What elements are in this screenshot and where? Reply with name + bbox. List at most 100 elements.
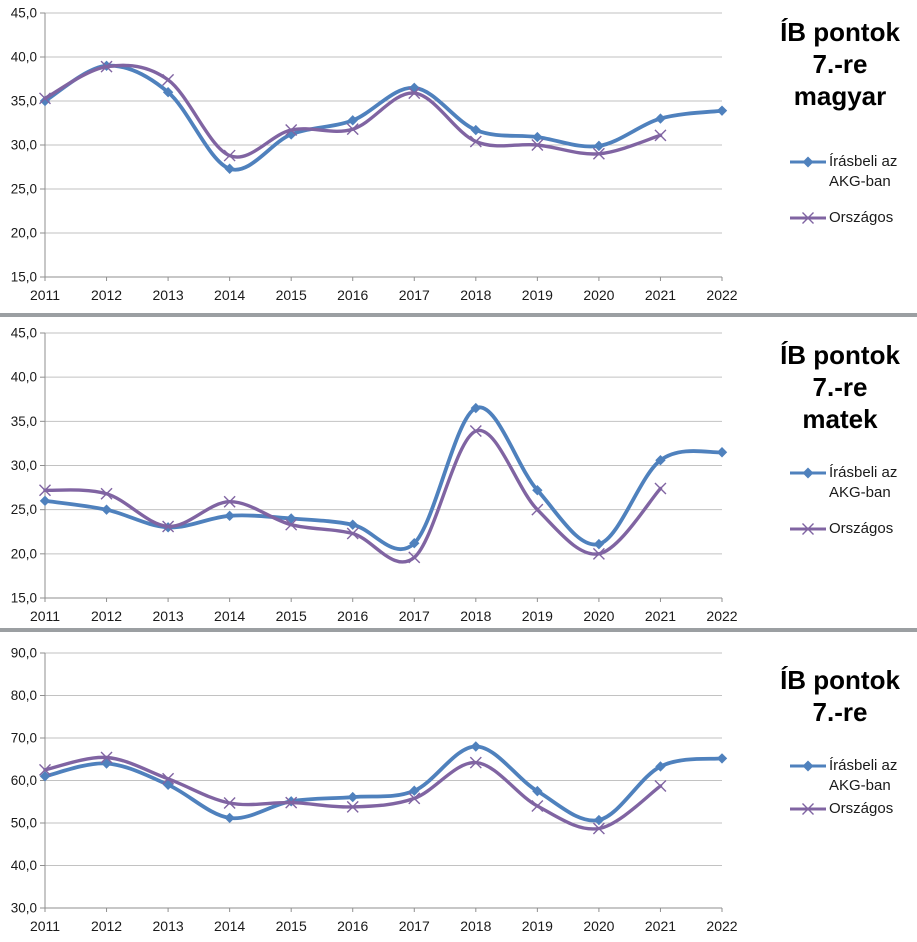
data-point-diamond: [716, 753, 728, 764]
data-point-diamond: [470, 741, 482, 752]
y-axis-label: 60,0: [11, 773, 37, 788]
x-axis-label: 2011: [30, 287, 60, 303]
y-axis-label: 15,0: [11, 270, 37, 285]
legend-item-irasbeli: Írásbeli az AKG-ban: [790, 756, 915, 796]
data-point-x: [531, 503, 544, 516]
data-point-x: [346, 800, 359, 813]
x-axis-label: 2017: [399, 287, 430, 303]
x-axis-label: 2021: [645, 287, 676, 303]
data-point-diamond: [347, 115, 358, 126]
y-axis-label: 80,0: [11, 688, 37, 703]
data-point-x: [469, 135, 482, 148]
chart-matek-plot-area: 45,0 40,0 35,0 30,0 25,0 20,0 15,0 2011 2012 2013…: [11, 326, 738, 625]
x-axis-label: 2014: [214, 918, 245, 934]
legend-line-x-icon: [790, 803, 826, 815]
chart-matek: 45,0 40,0 35,0 30,0 25,0 20,0 15,0 2011 2012 2013…: [0, 317, 917, 628]
data-point-x: [531, 139, 544, 151]
series-line-orszagos: [43, 428, 663, 564]
series-line-irasbeli: [43, 744, 724, 823]
data-point-diamond: [532, 131, 543, 143]
legend-item-irasbeli: Írásbeli az AKG-ban: [790, 463, 915, 503]
x-axis-label: 2020: [583, 608, 614, 624]
x-axis-label: 2017: [399, 918, 430, 934]
data-point-x: [654, 482, 667, 495]
chart-osszes-title: ÍB pontok 7.-re: [758, 664, 917, 728]
y-axis-label: 20,0: [11, 226, 37, 241]
data-point-x: [100, 751, 113, 764]
data-point-x: [162, 520, 175, 533]
x-axis-label: 2015: [276, 608, 307, 624]
title-line: ÍB pontok: [780, 17, 900, 47]
x-axis-label: 2014: [214, 287, 245, 303]
x-axis-label: 2016: [337, 287, 368, 303]
chart-matek-title: ÍB pontok 7.-re matek: [758, 339, 917, 435]
y-axis-label: 25,0: [11, 182, 37, 197]
chart-magyar-legend: Írásbeli az AKG-ban Országos: [790, 152, 915, 228]
data-point-x: [592, 147, 605, 160]
chart-divider: [0, 313, 917, 317]
x-axis-label: 2019: [522, 608, 553, 624]
y-axis-label: 40,0: [11, 50, 37, 65]
legend-item-orszagos: Országos: [790, 208, 915, 228]
data-point-diamond: [593, 814, 605, 826]
data-point-x: [654, 129, 667, 142]
y-axis-label: 50,0: [11, 816, 37, 831]
legend-label-orszagos: Országos: [829, 520, 894, 537]
data-point-diamond: [224, 812, 235, 824]
data-point-x: [592, 547, 605, 560]
data-point-diamond: [655, 761, 666, 772]
x-axis-label: 2012: [91, 918, 122, 934]
data-point-diamond: [655, 455, 666, 466]
y-axis-label: 45,0: [11, 6, 37, 21]
x-axis-label: 2016: [337, 608, 368, 624]
title-line: 7.-re: [812, 697, 868, 727]
x-axis-label: 2013: [153, 608, 184, 624]
data-point-x: [223, 495, 236, 508]
x-axis-label: 2011: [30, 608, 60, 624]
y-axis-label: 40,0: [11, 858, 37, 873]
y-axis-label: 30,0: [11, 138, 37, 153]
series-line-orszagos: [43, 755, 663, 831]
x-axis-label: 2011: [30, 918, 60, 934]
legend-item-orszagos: Országos: [790, 799, 915, 819]
legend-line-diamond-icon: [790, 467, 826, 479]
data-point-diamond: [162, 779, 174, 790]
data-point-x: [39, 484, 51, 497]
data-point-x: [285, 796, 298, 809]
data-point-diamond: [162, 87, 174, 98]
data-point-diamond: [470, 124, 482, 136]
legend-label-irasbeli: Írásbeli az AKG-ban: [829, 464, 898, 501]
chart-osszes-plot-area: 90,0 80,0 70,0 60,0 50,0 40,0 30,0 2011 2012 2013…: [11, 646, 738, 935]
data-point-diamond: [716, 105, 728, 116]
data-point-diamond: [532, 485, 543, 496]
data-point-x: [531, 800, 544, 812]
data-point-diamond: [39, 771, 51, 782]
data-point-x: [408, 87, 421, 100]
data-point-x: [408, 551, 421, 564]
y-axis-label: 30,0: [11, 901, 37, 916]
x-axis-label: 2015: [276, 918, 307, 934]
data-point-x: [39, 763, 51, 776]
chart-magyar-title: ÍB pontok 7.-re magyar: [758, 16, 917, 112]
data-point-x: [285, 518, 298, 531]
series-line-irasbeli: [43, 405, 724, 552]
chart-magyar: 45,0 40,0 35,0 30,0 25,0 20,0 15,0 2011 2012 2013…: [0, 0, 917, 313]
data-point-x: [654, 780, 667, 793]
y-axis-label: 30,0: [11, 458, 37, 473]
x-axis-label: 2020: [583, 287, 614, 303]
data-point-diamond: [347, 519, 358, 530]
title-line: ÍB pontok: [780, 665, 900, 695]
x-axis-label: 2015: [276, 287, 307, 303]
y-axis-label: 40,0: [11, 370, 37, 385]
x-axis-label: 2012: [91, 608, 122, 624]
x-axis-label: 2013: [153, 287, 184, 303]
legend-line-diamond-icon: [790, 760, 826, 772]
data-point-x: [469, 425, 482, 438]
data-point-diamond: [101, 758, 112, 769]
y-axis-label: 35,0: [11, 414, 37, 429]
title-line: magyar: [793, 81, 887, 111]
x-axis-label: 2019: [522, 918, 553, 934]
x-axis-label: 2022: [706, 608, 737, 624]
x-axis-label: 2019: [522, 287, 553, 303]
